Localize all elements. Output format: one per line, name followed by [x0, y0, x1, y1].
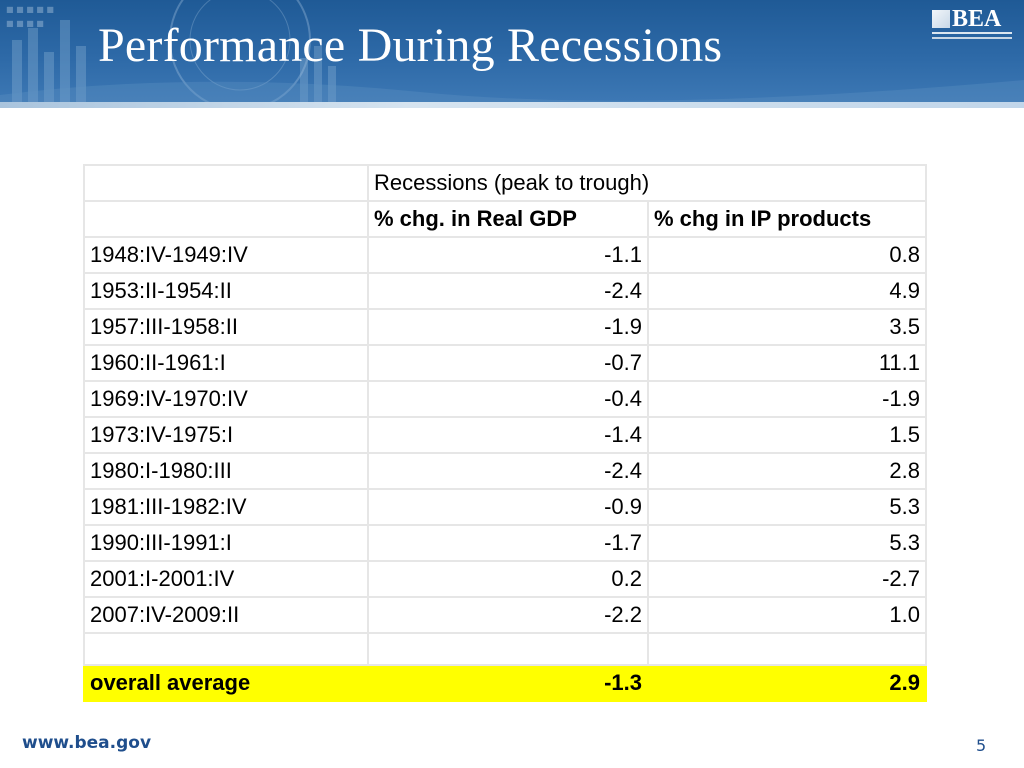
svg-text:■ ■ ■ ■ ■: ■ ■ ■ ■ ■	[6, 5, 54, 14]
gdp-cell: -2.2	[367, 596, 649, 634]
empty-cell	[647, 632, 927, 666]
ip-cell: 5.3	[647, 488, 927, 526]
gdp-cell: -1.7	[367, 524, 649, 562]
bea-logo: BEA	[932, 7, 1012, 43]
table-group-header-row: Recessions (peak to trough)	[83, 164, 927, 202]
table-header-empty-cell	[83, 164, 369, 202]
slide-title: Performance During Recessions	[98, 19, 723, 72]
table-row: 2001:I-2001:IV 0.2 -2.7	[83, 560, 927, 598]
table-header-empty-cell	[83, 200, 369, 238]
ip-cell: 2.8	[647, 452, 927, 490]
summary-gdp: -1.3	[367, 664, 649, 702]
footer-url: www.bea.gov	[22, 733, 152, 753]
table-header-row: % chg. in Real GDP % chg in IP products	[83, 200, 927, 238]
gdp-cell: -0.7	[367, 344, 649, 382]
period-cell: 1969:IV-1970:IV	[83, 380, 369, 418]
ip-cell: -1.9	[647, 380, 927, 418]
table-row: 1953:II-1954:II -2.4 4.9	[83, 272, 927, 310]
period-cell: 1990:III-1991:I	[83, 524, 369, 562]
svg-text:■ ■ ■ ■: ■ ■ ■ ■	[6, 19, 44, 28]
period-cell: 1981:III-1982:IV	[83, 488, 369, 526]
group-header: Recessions (peak to trough)	[367, 164, 927, 202]
gdp-cell: -1.4	[367, 416, 649, 454]
empty-cell	[367, 632, 649, 666]
summary-row: overall average -1.3 2.9	[83, 664, 927, 702]
period-cell: 1960:II-1961:I	[83, 344, 369, 382]
page-number: 5	[976, 736, 987, 755]
period-cell: 2001:I-2001:IV	[83, 560, 369, 598]
gdp-cell: 0.2	[367, 560, 649, 598]
recession-table: Recessions (peak to trough) % chg. in Re…	[83, 164, 927, 702]
table-row: 1969:IV-1970:IV -0.4 -1.9	[83, 380, 927, 418]
summary-ip: 2.9	[647, 664, 927, 702]
ip-cell: 11.1	[647, 344, 927, 382]
bea-logo-text: BEA	[952, 6, 1002, 32]
period-cell: 1973:IV-1975:I	[83, 416, 369, 454]
empty-cell	[83, 632, 369, 666]
period-cell: 1980:I-1980:III	[83, 452, 369, 490]
banner-bottom-strip	[0, 102, 1024, 108]
table-row: 1960:II-1961:I -0.7 11.1	[83, 344, 927, 382]
ip-cell: 1.5	[647, 416, 927, 454]
ip-cell: -2.7	[647, 560, 927, 598]
gdp-cell: -0.9	[367, 488, 649, 526]
gdp-cell: -0.4	[367, 380, 649, 418]
ip-cell: 3.5	[647, 308, 927, 346]
ip-cell: 0.8	[647, 236, 927, 274]
gdp-cell: -2.4	[367, 452, 649, 490]
table-row: 1957:III-1958:II -1.9 3.5	[83, 308, 927, 346]
table-row: 1981:III-1982:IV -0.9 5.3	[83, 488, 927, 526]
ip-cell: 4.9	[647, 272, 927, 310]
period-cell: 1953:II-1954:II	[83, 272, 369, 310]
bea-logo-icon	[932, 10, 950, 28]
col-header-gdp: % chg. in Real GDP	[367, 200, 649, 238]
gdp-cell: -2.4	[367, 272, 649, 310]
table-row: 1980:I-1980:III -2.4 2.8	[83, 452, 927, 490]
ip-cell: 5.3	[647, 524, 927, 562]
header-banner: ■ ■ ■ ■ ■ ■ ■ ■ ■ Performance During Rec…	[0, 0, 1024, 108]
gdp-cell: -1.9	[367, 308, 649, 346]
col-header-ip: % chg in IP products	[647, 200, 927, 238]
table-row: 1948:IV-1949:IV -1.1 0.8	[83, 236, 927, 274]
period-cell: 1948:IV-1949:IV	[83, 236, 369, 274]
table-spacer-row	[83, 632, 927, 666]
bea-logo-rule	[932, 37, 1012, 39]
table-row: 1990:III-1991:I -1.7 5.3	[83, 524, 927, 562]
period-cell: 1957:III-1958:II	[83, 308, 369, 346]
summary-label: overall average	[83, 664, 369, 702]
table-row: 1973:IV-1975:I -1.4 1.5	[83, 416, 927, 454]
table-row: 2007:IV-2009:II -2.2 1.0	[83, 596, 927, 634]
ip-cell: 1.0	[647, 596, 927, 634]
gdp-cell: -1.1	[367, 236, 649, 274]
banner-background-art: ■ ■ ■ ■ ■ ■ ■ ■ ■	[0, 0, 1024, 108]
bea-logo-rule	[932, 32, 1012, 34]
period-cell: 2007:IV-2009:II	[83, 596, 369, 634]
